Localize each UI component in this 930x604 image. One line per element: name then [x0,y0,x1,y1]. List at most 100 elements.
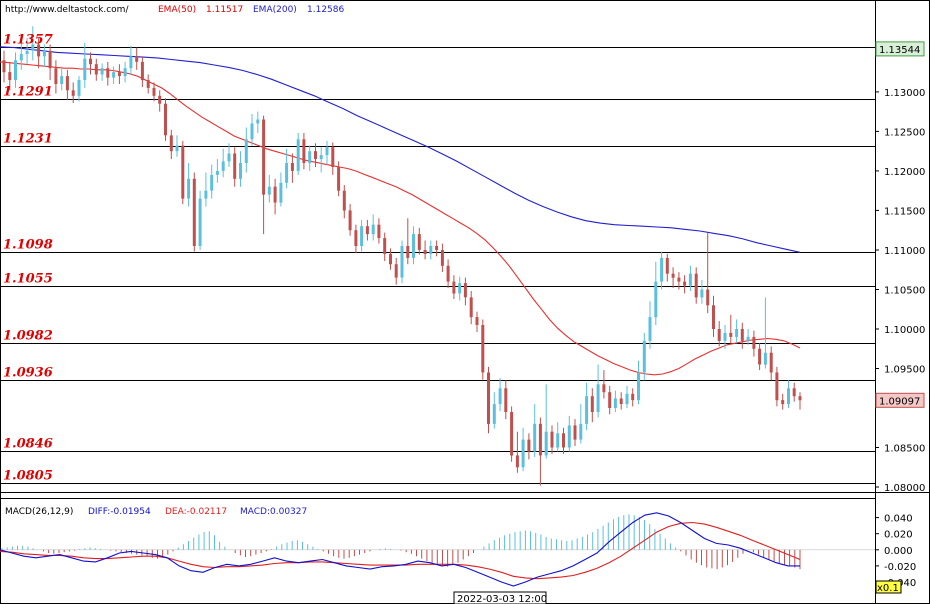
price-tag-label-1: 1.09097 [879,396,920,407]
candle-69 [400,240,404,284]
candle-14 [83,42,87,88]
candle-body-41 [239,163,242,179]
candle-body-128 [740,329,744,341]
candle-body-123 [712,305,715,329]
candle-1 [8,61,12,91]
candle-2 [14,52,17,88]
candle-90 [521,427,525,472]
candle-109 [631,388,635,407]
candle-body-61 [354,230,358,246]
macd-hist-value: MACD:0.00327 [240,507,307,517]
candle-135 [781,393,785,410]
candle-body-35 [204,190,208,199]
candle-body-3 [19,54,23,61]
candle-body-38 [221,161,225,171]
candle-body-11 [65,76,69,91]
candle-43 [250,114,254,146]
level-label-0: 1.1357 [3,33,53,48]
candle-118 [683,275,687,294]
level-label-3: 1.1098 [3,238,53,253]
level-label-1: 1.1291 [3,85,53,100]
macd-dea-line [0,521,801,580]
candle-body-58 [337,167,341,191]
candle-57 [331,142,335,175]
candle-body-86 [498,388,502,405]
candle-42 [244,127,248,173]
candle-72 [417,227,421,255]
candle-body-26 [152,87,156,96]
macd-dea-value: DEA:-0.02117 [165,507,227,517]
price-tick-label-6: 1.10000 [884,325,925,336]
candle-113 [654,261,658,325]
candle-25 [146,74,150,94]
ema50-polyline [0,61,801,376]
candle-body-87 [504,388,508,412]
candle-body-56 [325,147,329,156]
candle-84 [487,366,490,434]
candle-body-15 [89,58,92,65]
candle-4 [25,38,29,65]
candle-body-37 [215,170,219,175]
candle-body-132 [763,352,767,365]
candle-119 [688,265,692,291]
candle-body-84 [487,372,490,424]
candle-body-2 [14,60,17,81]
candle-body-115 [665,257,669,274]
candle-body-32 [187,178,191,199]
price-axis[interactable]: 1.13000 1.12500 1.12000 1.11500 1.11000 1.105… [875,88,925,494]
candle-34 [198,190,202,250]
candle-body-135 [781,400,785,405]
candle-6 [37,38,41,69]
candle-107 [619,392,623,410]
candle-105 [608,385,612,415]
candle-126 [729,314,733,344]
candle-body-98 [567,425,571,448]
candle-103 [596,364,600,418]
candle-body-134 [775,372,779,401]
candle-31 [181,140,185,205]
candle-body-63 [365,226,369,235]
candle-body-92 [533,423,537,452]
site-url[interactable]: http://www.deltastock.com/ [5,5,129,15]
candle-21 [123,61,127,83]
candle-36 [210,164,214,199]
candle-body-17 [100,68,104,75]
candle-9 [54,60,58,94]
candle-body-80 [463,283,467,298]
level-labels: 1.1357 1.1291 1.1231 1.1098 1.1055 1.0982 1.09… [3,33,53,484]
candle-108 [625,385,629,408]
candle-body-125 [723,332,727,341]
candle-body-136 [787,388,790,405]
candle-body-8 [48,50,52,69]
zoom-label[interactable]: x0.1 [877,583,899,594]
candle-62 [360,219,364,252]
candle-body-74 [429,246,433,254]
candle-body-88 [510,412,514,456]
candle-54 [314,143,317,167]
zoom-indicator[interactable] [875,580,902,594]
candle-body-52 [302,139,306,163]
candle-123 [712,295,715,337]
candle-body-102 [590,396,594,412]
level-label-4: 1.1055 [3,272,53,287]
candle-body-40 [233,153,237,179]
candle-73 [423,240,427,260]
candle-body-59 [342,190,346,211]
candle-body-24 [140,61,144,81]
candle-body-91 [527,439,531,452]
candle-body-133 [769,352,773,373]
candle-101 [585,382,589,431]
candle-41 [239,151,242,187]
candle-body-66 [383,238,387,254]
candle-39 [227,143,231,167]
candle-10 [60,66,64,91]
level-label-6: 1.0936 [3,366,53,381]
candle-81 [469,291,473,325]
candle-33 [192,172,196,252]
candle-99 [573,419,577,446]
candle-body-137 [792,388,796,397]
price-tick-label-9: 1.08000 [884,483,925,494]
